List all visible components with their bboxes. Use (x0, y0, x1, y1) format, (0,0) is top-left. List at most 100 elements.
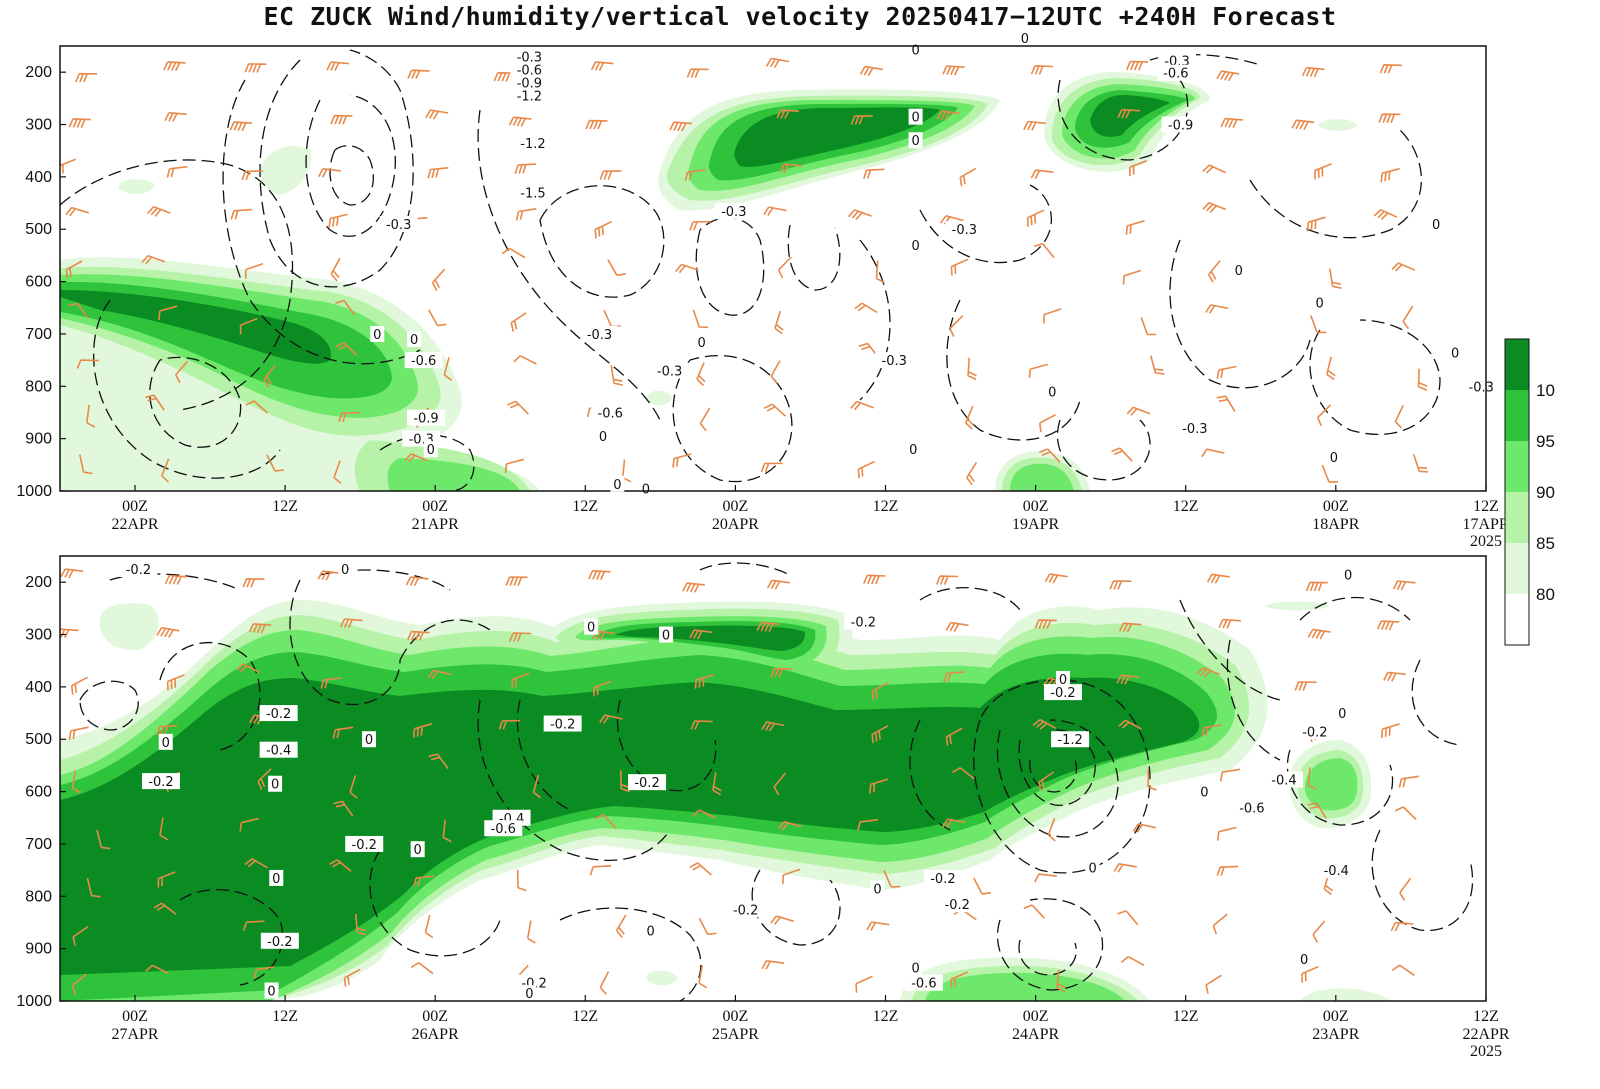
wind-barb (1216, 395, 1236, 413)
wind-barb (1306, 216, 1326, 232)
contour-label-bg (1326, 448, 1341, 465)
wind-barb (428, 309, 447, 327)
contour-label: 0 (698, 336, 706, 351)
contour-label: -0.3 (952, 223, 977, 238)
contour-label: -0.2 (851, 615, 876, 630)
contour-label: -0.6 (411, 354, 436, 369)
wind-barb (244, 858, 268, 869)
wind-barb (1326, 356, 1336, 381)
wind-barb (332, 726, 354, 739)
wind-barb (515, 208, 537, 221)
contour-label: -0.2 (266, 707, 291, 722)
contour-label-bg (1055, 671, 1070, 688)
wind-barb (245, 400, 268, 414)
contour-label-bg (1045, 383, 1060, 400)
wind-barb (1023, 904, 1045, 919)
wind-barb (230, 208, 252, 220)
vertical-velocity-contour (149, 356, 242, 448)
wind-barb (686, 68, 709, 78)
wind-barb (343, 968, 361, 987)
wind-barb (776, 109, 799, 120)
wind-barb (174, 360, 189, 384)
vertical-velocity-contour (919, 587, 1021, 611)
wind-barb (936, 110, 960, 121)
wind-barb (1023, 120, 1046, 131)
y-tick-label: 300 (25, 117, 52, 134)
contour-label: -0.2 (930, 872, 955, 887)
contour-label-bg (407, 331, 422, 348)
vertical-velocity-contour (289, 579, 401, 706)
x-tick-hour: 00Z (1023, 1008, 1049, 1025)
y-tick-label: 600 (25, 274, 52, 291)
contour-label-bg (1462, 378, 1501, 395)
vertical-velocity-contour (1057, 79, 1189, 161)
contour-label: 0 (341, 563, 349, 578)
wind-barb (166, 674, 185, 691)
colorbar-bin-90 (1505, 441, 1529, 492)
wind-barb (1402, 305, 1414, 330)
wind-barb (505, 576, 528, 586)
vertical-velocity-contour (996, 898, 1104, 991)
wind-barb (526, 920, 536, 944)
contour-label-bg (1335, 705, 1350, 722)
x-tick-hour: 12Z (1473, 1008, 1499, 1025)
wind-barb (698, 917, 717, 936)
contour-label-bg (945, 221, 984, 238)
vertical-velocity-contour (179, 888, 284, 986)
x-tick-hour: 12Z (272, 498, 298, 515)
contour-label-bg (522, 985, 537, 1002)
wind-barb (770, 360, 781, 384)
wind-barb (1307, 802, 1327, 819)
wind-barb (335, 299, 356, 316)
wind-barb (141, 254, 166, 265)
wind-barb (1109, 580, 1132, 590)
contour-label-bg (726, 901, 765, 918)
wind-barb (949, 315, 964, 337)
contour-label: -0.2 (634, 776, 659, 791)
contour-label-bg (259, 741, 298, 758)
plot-frame-top (59, 45, 1487, 492)
contour-label-bg (404, 352, 443, 369)
y-tick-label: 200 (25, 64, 52, 81)
contour-label: 0 (373, 328, 381, 343)
wind-barb (242, 920, 265, 931)
wind-barb (79, 454, 93, 475)
wind-barb (405, 576, 429, 587)
colorbar-label-100: 10 (1536, 381, 1555, 400)
wind-barb (1378, 113, 1401, 123)
wind-barb (848, 209, 872, 220)
wind-barb (355, 914, 366, 936)
y-tick-label: 300 (25, 627, 52, 644)
wind-barb (328, 213, 348, 228)
wind-barb (1307, 628, 1331, 640)
wind-barb (763, 403, 787, 417)
wind-barb (1294, 681, 1317, 691)
colorbar-bin-80 (1505, 543, 1529, 594)
y-tick-label: 200 (25, 574, 52, 591)
contour-label: 0 (1235, 264, 1243, 279)
wind-barb (159, 817, 169, 841)
contour-label: -0.2 (267, 935, 292, 950)
wind-barb (516, 869, 527, 892)
wind-barb (1202, 201, 1227, 213)
contour-label-bg (1051, 731, 1090, 748)
wind-barb (1116, 674, 1140, 685)
contour-label: 0 (911, 961, 919, 976)
wind-barb (1373, 208, 1398, 220)
wind-barb (1056, 969, 1066, 993)
contour-label: 0 (662, 629, 670, 644)
vertical-velocity-contour (616, 699, 717, 792)
contour-label: 0 (525, 987, 533, 1002)
x-tick-hour: 00Z (723, 1008, 749, 1025)
contour-label-bg (510, 48, 549, 65)
wind-barb (1113, 863, 1137, 873)
wind-barb (863, 168, 885, 179)
wind-barb (431, 268, 446, 291)
wind-barb (164, 111, 187, 122)
y-tick-label: 1000 (16, 993, 52, 1010)
contour-labels-top: -0.3 -0.6 -0.9 -1.2 -1.2 -1.5 -0.3 0 0 -0.6 -0.9 -0… (370, 30, 1520, 497)
contour-label-bg (119, 561, 158, 578)
wind-barb (1117, 910, 1139, 926)
wind-barb (684, 169, 706, 181)
wind-barb (60, 158, 77, 175)
